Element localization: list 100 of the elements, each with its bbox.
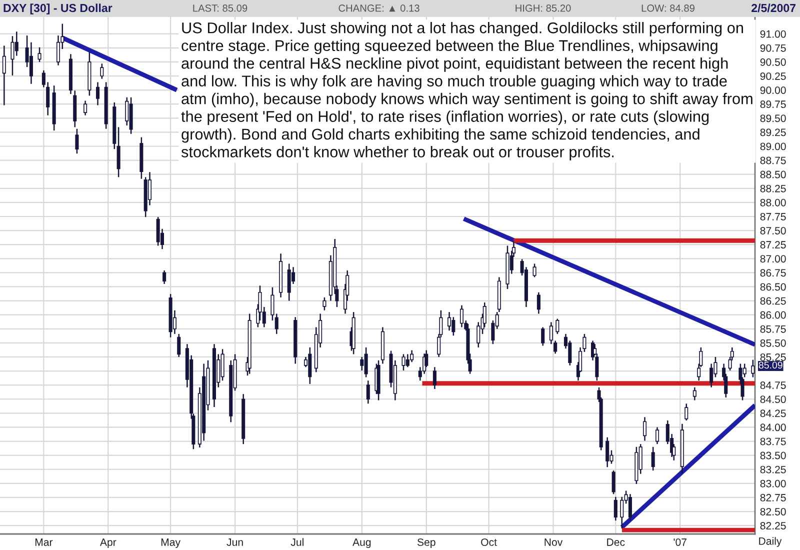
y-tick-label: 87.75 [760, 212, 786, 220]
candlestick [742, 363, 746, 378]
candlestick [628, 493, 632, 522]
y-tick-label: 89.50 [760, 114, 786, 122]
candlestick [308, 346, 312, 385]
candlestick [655, 426, 660, 445]
y-tick-label: 82.50 [760, 508, 786, 516]
y-tick-label: 89.25 [760, 128, 786, 136]
candlestick [684, 403, 688, 422]
candlestick [75, 128, 79, 154]
x-tick-label: Sep [417, 538, 436, 548]
y-tick-label: 89.00 [760, 142, 786, 150]
x-tick-label: Aug [352, 538, 371, 548]
candlestick [84, 100, 88, 116]
candlestick [364, 346, 368, 378]
candlestick [360, 356, 364, 372]
candlestick [651, 446, 655, 472]
y-tick-label: 84.00 [760, 424, 786, 432]
candlestick [606, 436, 610, 468]
chart-title: DXY [30] - US Dollar [4, 4, 112, 14]
candlestick [642, 416, 647, 442]
candlestick [612, 470, 616, 495]
x-tick-label: Nov [544, 538, 563, 546]
y-tick-label: 87.00 [760, 255, 786, 263]
candlestick [536, 292, 540, 314]
text: LAST: 85.09 [193, 4, 248, 12]
y-tick-label: 83.00 [760, 480, 786, 488]
x-tick-label: Apr [100, 538, 116, 548]
y-tick-label: 90.50 [760, 58, 786, 66]
candlestick [452, 316, 456, 336]
y-tick-label: 89.75 [760, 100, 786, 108]
y-tick-label: 85.25 [760, 353, 786, 361]
candlestick [38, 46, 42, 63]
candlestick [402, 354, 406, 372]
x-tick-label: Jun [226, 538, 243, 546]
y-tick-label: 88.25 [760, 184, 786, 192]
candlestick [532, 263, 536, 278]
candlestick [177, 333, 181, 358]
candlestick [287, 263, 291, 302]
candlestick [116, 126, 120, 178]
candlestick [156, 216, 160, 246]
candlestick [692, 386, 696, 401]
y-tick-label: 86.00 [760, 311, 786, 319]
candlestick [406, 354, 410, 368]
candlestick [56, 34, 60, 66]
candlestick [125, 96, 129, 126]
candlestick [2, 45, 6, 106]
candlestick [100, 63, 104, 80]
y-tick-label: 87.50 [760, 226, 786, 234]
candlestick [410, 350, 414, 363]
candlestick [220, 348, 224, 382]
candlestick [322, 296, 326, 311]
x-tick-label: Mar [35, 538, 53, 546]
y-tick-label: 82.25 [760, 522, 786, 530]
y-tick-label: 86.75 [760, 269, 786, 277]
y-tick-label: 88.75 [760, 156, 786, 164]
y-tick-label: 90.00 [760, 86, 786, 94]
candlestick [556, 318, 560, 335]
candlestick [460, 304, 464, 328]
y-tick-label: 84.25 [760, 410, 786, 418]
x-tick-label: May [161, 538, 180, 548]
x-tick-label: Oct [481, 538, 497, 546]
candlestick [710, 363, 714, 388]
candlestick [270, 286, 274, 322]
text: 2/5/2007 [752, 4, 796, 12]
candlestick [96, 82, 100, 106]
text: Daily [759, 537, 782, 547]
candlestick [29, 42, 33, 84]
y-tick-label: 90.75 [760, 44, 786, 52]
x-tick-label: '07 [674, 538, 686, 546]
candlestick [366, 380, 370, 404]
candlestick [620, 496, 624, 530]
candlestick [447, 311, 452, 332]
y-tick-label: 85.75 [760, 325, 786, 333]
y-tick-label: 84.50 [760, 396, 786, 404]
candlestick [14, 30, 18, 56]
y-tick-label: 88.00 [760, 198, 786, 206]
y-tick-label: 91.00 [760, 30, 786, 38]
text: CHANGE: ▲ 0.13 [338, 4, 420, 12]
y-tick-label: 82.75 [760, 494, 786, 502]
y-tick-label: 83.75 [760, 438, 786, 446]
candlestick [751, 359, 755, 378]
y-tick-label: 88.50 [760, 170, 786, 178]
annotation: 85.09 [758, 362, 782, 369]
y-tick-label: 87.25 [760, 241, 786, 249]
text: LOW: 84.89 [642, 4, 694, 12]
candlestick [162, 270, 166, 285]
y-tick-label: 90.25 [760, 72, 786, 80]
candlestick [614, 496, 618, 522]
candlestick [274, 313, 278, 335]
y-tick-label: 86.25 [760, 297, 786, 305]
y-tick-label: 83.25 [760, 466, 786, 474]
x-tick-label: Jul [290, 538, 304, 546]
candlestick [541, 326, 545, 346]
text: HIGH: 85.20 [516, 4, 571, 12]
y-tick-label: 86.50 [760, 283, 786, 291]
candlestick [432, 366, 436, 390]
y-tick-label: 84.75 [760, 382, 786, 390]
y-tick-label: 85.50 [760, 339, 786, 347]
x-tick-label: Dec [607, 538, 625, 546]
